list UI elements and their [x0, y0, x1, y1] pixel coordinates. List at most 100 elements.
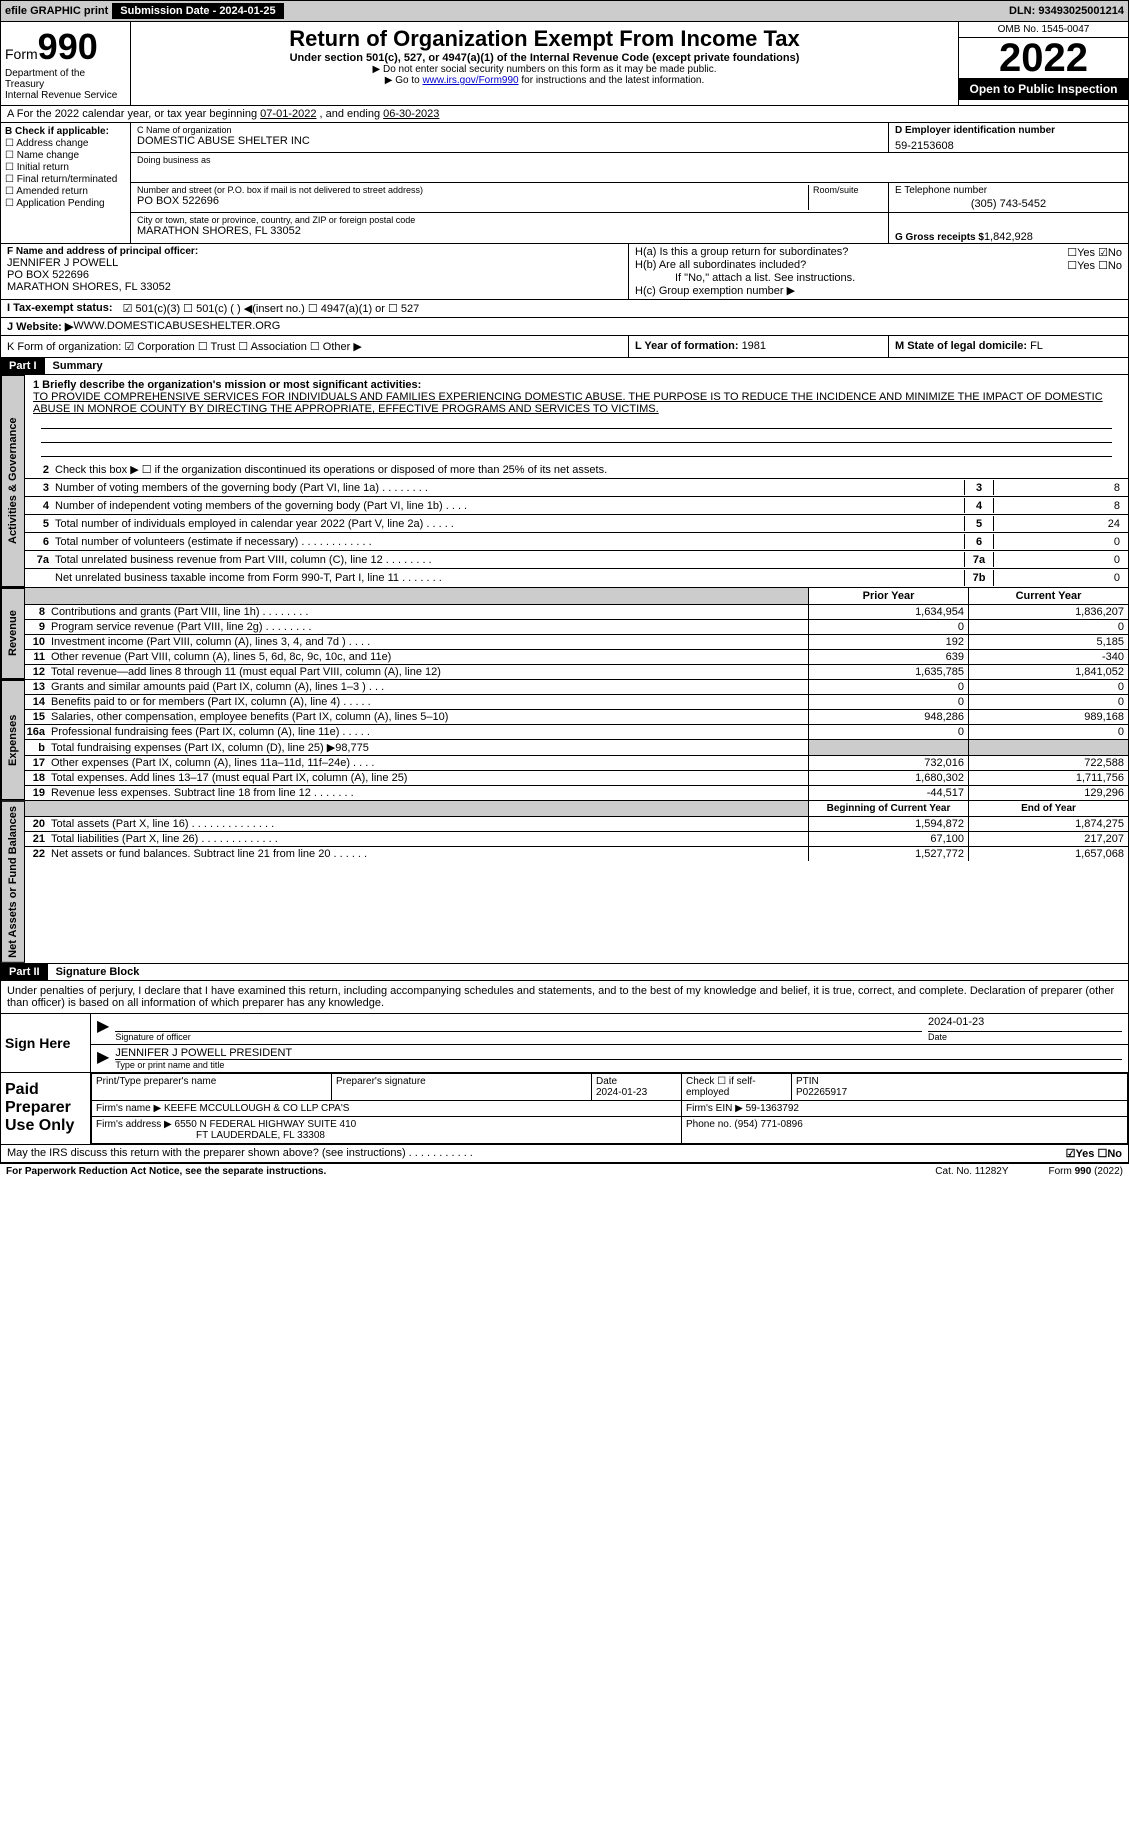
sign-here-label: Sign Here	[1, 1014, 91, 1072]
line2: 2 Check this box ▶ ☐ if the organization…	[25, 461, 1128, 479]
preparer-label: Paid Preparer Use Only	[1, 1073, 91, 1144]
dba-label: Doing business as	[137, 155, 888, 165]
col-m: M State of legal domicile: FL	[888, 336, 1128, 357]
arrow-icon: ▶	[97, 1047, 109, 1070]
sig-officer-label: Signature of officer	[115, 1032, 922, 1042]
discuss-text: May the IRS discuss this return with the…	[7, 1147, 1066, 1160]
mission-text: TO PROVIDE COMPREHENSIVE SERVICES FOR IN…	[33, 391, 1120, 415]
row-a-pre: A For the 2022 calendar year, or tax yea…	[7, 108, 260, 120]
row-a-end: 06-30-2023	[383, 108, 439, 120]
phone-value: (305) 743-5452	[895, 198, 1122, 210]
row-i-options: ☑ 501(c)(3) ☐ 501(c) ( ) ◀(insert no.) ☐…	[123, 302, 420, 315]
cb-name-change[interactable]: ☐ Name change	[5, 150, 126, 161]
part1-governance-block: Activities & Governance 1 Briefly descri…	[0, 375, 1129, 588]
efile-topbar: efile GRAPHIC print Submission Date - 20…	[0, 0, 1129, 22]
mission-block: 1 Briefly describe the organization's mi…	[25, 375, 1128, 461]
dept-treasury: Department of the Treasury	[5, 68, 126, 90]
sign-name-label: Type or print name and title	[115, 1060, 1122, 1070]
city-value: MARATHON SHORES, FL 33052	[137, 225, 888, 237]
ha-label: H(a) Is this a group return for subordin…	[635, 246, 1067, 259]
netassets-row: 20Total assets (Part X, line 16) . . . .…	[25, 817, 1128, 832]
irs-label: Internal Revenue Service	[5, 90, 126, 101]
row-m-val: FL	[1030, 340, 1043, 352]
part1-expenses-block: Expenses 13Grants and similar amounts pa…	[0, 680, 1129, 801]
revenue-header: Prior Year Current Year	[25, 588, 1128, 605]
irs-link[interactable]: www.irs.gov/Form990	[422, 75, 518, 86]
part2-header-row: Part II Signature Block	[0, 964, 1129, 981]
cb-final-return[interactable]: ☐ Final return/terminated	[5, 174, 126, 185]
form-subtitle: Under section 501(c), 527, or 4947(a)(1)…	[139, 52, 950, 64]
row-l-label: L Year of formation:	[635, 340, 742, 352]
revenue-row: 8Contributions and grants (Part VIII, li…	[25, 605, 1128, 620]
cb-app-pending[interactable]: ☐ Application Pending	[5, 198, 126, 209]
expense-row: 13Grants and similar amounts paid (Part …	[25, 680, 1128, 695]
efile-label: efile GRAPHIC print	[5, 5, 108, 17]
firm-ein-label: Firm's EIN ▶	[686, 1103, 746, 1114]
city-label: City or town, state or province, country…	[137, 215, 888, 225]
row-a-tax-year: A For the 2022 calendar year, or tax yea…	[0, 106, 1129, 123]
cb-address-change[interactable]: ☐ Address change	[5, 138, 126, 149]
org-name-label: C Name of organization	[137, 125, 888, 135]
expense-row: 17Other expenses (Part IX, column (A), l…	[25, 756, 1128, 771]
vtab-revenue: Revenue	[1, 588, 25, 679]
submission-date-btn[interactable]: Submission Date - 2024-01-25	[112, 3, 283, 19]
col-c: C Name of organization DOMESTIC ABUSE SH…	[131, 123, 1128, 243]
prep-phone: (954) 771-0896	[734, 1119, 802, 1130]
header-center: Return of Organization Exempt From Incom…	[131, 22, 958, 105]
form-footer: Form 990 (2022)	[1049, 1166, 1124, 1177]
section-klm: K Form of organization: ☑ Corporation ☐ …	[0, 336, 1129, 358]
row-j-label: J Website: ▶	[7, 320, 73, 333]
form-word: Form	[5, 46, 38, 62]
firm-addr-label: Firm's address ▶	[96, 1119, 175, 1130]
col-h-group: H(a) Is this a group return for subordin…	[628, 244, 1128, 299]
expense-row: 18Total expenses. Add lines 13–17 (must …	[25, 771, 1128, 786]
row-i-label: I Tax-exempt status:	[7, 302, 113, 315]
note2-pre: ▶ Go to	[385, 75, 423, 86]
note2-post: for instructions and the latest informat…	[519, 75, 705, 86]
col-prior-year: Prior Year	[808, 588, 968, 604]
room-label: Room/suite	[813, 185, 888, 195]
governance-row: 7aTotal unrelated business revenue from …	[25, 551, 1128, 569]
revenue-row: 11Other revenue (Part VIII, column (A), …	[25, 650, 1128, 665]
cb-initial-return[interactable]: ☐ Initial return	[5, 162, 126, 173]
revenue-row: 9Program service revenue (Part VIII, lin…	[25, 620, 1128, 635]
addr-label: Number and street (or P.O. box if mail i…	[137, 185, 808, 195]
row-i-tax-status: I Tax-exempt status: ☑ 501(c)(3) ☐ 501(c…	[0, 300, 1129, 318]
revenue-row: 10Investment income (Part VIII, column (…	[25, 635, 1128, 650]
hb-answer: ☐Yes ☐No	[1067, 259, 1122, 272]
row-m-label: M State of legal domicile:	[895, 340, 1030, 352]
hc-label: H(c) Group exemption number ▶	[635, 284, 1122, 297]
part2-title: Signature Block	[48, 964, 148, 980]
open-public-badge: Open to Public Inspection	[959, 78, 1128, 100]
form-title: Return of Organization Exempt From Incom…	[139, 26, 950, 52]
row-k-label: K Form of organization: ☑ Corporation ☐ …	[7, 341, 362, 353]
dln-label: DLN: 93493025001214	[1009, 5, 1124, 17]
sign-date: 2024-01-23	[928, 1016, 1122, 1032]
prep-h2: Preparer's signature	[336, 1076, 426, 1087]
prep-h5: PTIN	[796, 1076, 819, 1087]
prep-h4: Check ☐ if self-employed	[686, 1076, 756, 1098]
vtab-netassets: Net Assets or Fund Balances	[1, 801, 25, 963]
sign-name: JENNIFER J POWELL PRESIDENT	[115, 1047, 1122, 1060]
cat-no: Cat. No. 11282Y	[935, 1166, 1008, 1177]
netassets-row: 21Total liabilities (Part X, line 26) . …	[25, 832, 1128, 847]
hb-label: H(b) Are all subordinates included?	[635, 259, 1067, 272]
bottom-line: For Paperwork Reduction Act Notice, see …	[0, 1163, 1129, 1179]
governance-row: 6Total number of volunteers (estimate if…	[25, 533, 1128, 551]
ha-answer: ☐Yes ☑No	[1067, 246, 1122, 259]
firm-addr1: 6550 N FEDERAL HIGHWAY SUITE 410	[175, 1119, 357, 1130]
col-l: L Year of formation: 1981	[628, 336, 888, 357]
ein-value: 59-2153608	[895, 140, 1122, 152]
col-end-year: End of Year	[968, 801, 1128, 816]
row-l-val: 1981	[742, 340, 766, 352]
netassets-header: Beginning of Current Year End of Year	[25, 801, 1128, 817]
paperwork-notice: For Paperwork Reduction Act Notice, see …	[6, 1166, 935, 1177]
tax-year: 2022	[959, 38, 1128, 78]
cb-amended[interactable]: ☐ Amended return	[5, 186, 126, 197]
row-a-mid: , and ending	[320, 108, 384, 120]
firm-ein: 59-1363792	[746, 1103, 799, 1114]
preparer-table: Print/Type preparer's name Preparer's si…	[91, 1073, 1128, 1144]
section-fh: F Name and address of principal officer:…	[0, 244, 1129, 300]
firm-name: KEEFE MCCULLOUGH & CO LLP CPA'S	[164, 1103, 349, 1114]
row-j-value: WWW.DOMESTICABUSESHELTER.ORG	[73, 320, 280, 333]
